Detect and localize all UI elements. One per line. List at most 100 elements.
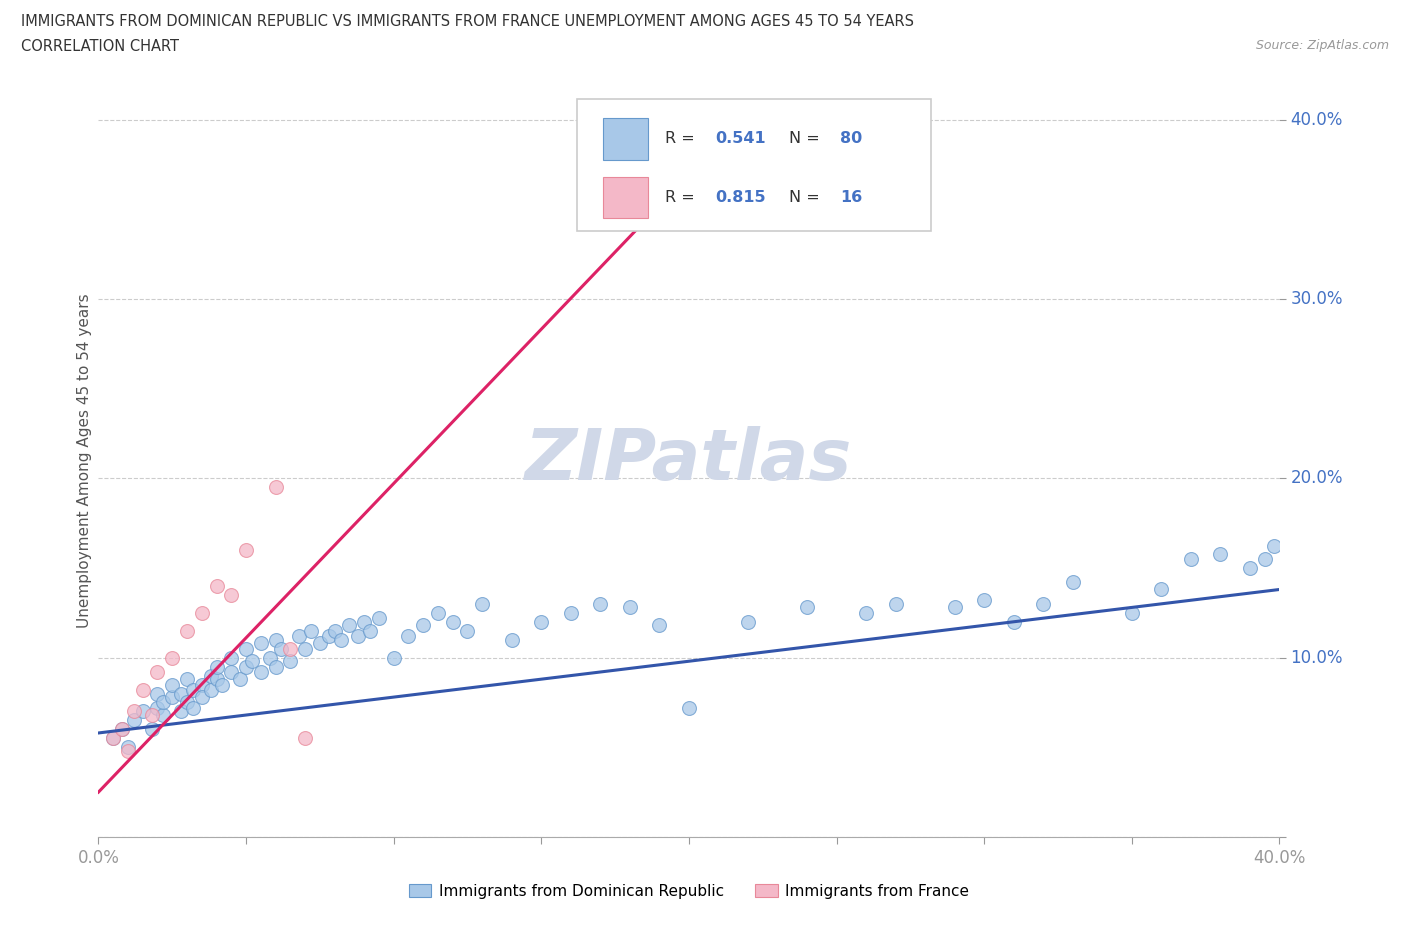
Point: [471, 596, 494, 611]
Point: [205, 578, 228, 593]
Point: [162, 690, 183, 705]
Point: [1002, 615, 1025, 630]
Point: [170, 686, 193, 701]
Point: [329, 632, 352, 647]
Point: [146, 665, 169, 680]
Point: [1150, 582, 1173, 597]
Text: N =: N =: [789, 190, 825, 205]
Point: [339, 618, 361, 632]
Point: [176, 623, 198, 638]
Point: [441, 615, 464, 630]
Point: [146, 700, 169, 715]
Point: [122, 704, 145, 719]
Point: [111, 722, 134, 737]
Point: [1254, 551, 1277, 566]
Point: [318, 629, 340, 644]
Point: [235, 642, 257, 657]
Text: N =: N =: [789, 131, 825, 147]
Text: ZIPatlas: ZIPatlas: [526, 426, 852, 495]
Point: [176, 671, 198, 686]
Point: [191, 690, 214, 705]
Point: [353, 615, 375, 630]
Point: [530, 615, 553, 630]
Point: [347, 629, 370, 644]
Point: [280, 654, 302, 669]
Point: [200, 683, 222, 698]
Text: 30.0%: 30.0%: [1291, 290, 1343, 308]
Point: [323, 623, 346, 638]
Point: [146, 686, 169, 701]
Point: [1239, 561, 1261, 576]
Point: [162, 650, 183, 665]
Point: [457, 623, 479, 638]
Bar: [603, 118, 648, 160]
Point: [1263, 539, 1285, 554]
Text: 20.0%: 20.0%: [1291, 470, 1343, 487]
Point: [737, 615, 759, 630]
Point: [294, 642, 316, 657]
Point: [382, 650, 405, 665]
Point: [412, 618, 434, 632]
Point: [240, 654, 263, 669]
Point: [1180, 551, 1202, 566]
FancyBboxPatch shape: [576, 99, 931, 231]
Point: [398, 629, 420, 644]
Point: [299, 623, 322, 638]
Point: [1209, 546, 1232, 561]
Point: [427, 605, 450, 620]
Point: [235, 659, 257, 674]
Point: [170, 704, 193, 719]
Point: [205, 659, 228, 674]
Text: IMMIGRANTS FROM DOMINICAN REPUBLIC VS IMMIGRANTS FROM FRANCE UNEMPLOYMENT AMONG : IMMIGRANTS FROM DOMINICAN REPUBLIC VS IM…: [21, 14, 914, 29]
Point: [1121, 605, 1143, 620]
Point: [211, 677, 233, 692]
Point: [191, 677, 214, 692]
Text: R =: R =: [665, 190, 700, 205]
Point: [152, 695, 174, 710]
Point: [678, 700, 700, 715]
Point: [132, 683, 155, 698]
Point: [294, 731, 316, 746]
Point: [309, 636, 332, 651]
Point: [181, 683, 204, 698]
Bar: [603, 177, 648, 219]
Point: [259, 650, 281, 665]
Point: [111, 722, 134, 737]
Point: [221, 588, 243, 603]
Point: [250, 665, 273, 680]
Point: [141, 708, 163, 723]
Point: [122, 713, 145, 728]
Point: [943, 600, 966, 615]
Point: [973, 592, 995, 607]
Legend: Immigrants from Dominican Republic, Immigrants from France: Immigrants from Dominican Republic, Immi…: [402, 877, 976, 905]
Text: 0.541: 0.541: [714, 131, 765, 147]
Point: [270, 642, 292, 657]
Point: [288, 629, 311, 644]
Point: [141, 722, 163, 737]
Point: [221, 665, 243, 680]
Point: [250, 636, 273, 651]
Point: [501, 632, 523, 647]
Point: [235, 542, 257, 557]
Y-axis label: Unemployment Among Ages 45 to 54 years: Unemployment Among Ages 45 to 54 years: [77, 293, 91, 628]
Point: [191, 605, 214, 620]
Point: [200, 668, 222, 683]
Point: [152, 708, 174, 723]
Point: [103, 731, 125, 746]
Point: [1062, 575, 1084, 590]
Text: 80: 80: [841, 131, 862, 147]
Text: Source: ZipAtlas.com: Source: ZipAtlas.com: [1256, 39, 1389, 52]
Point: [264, 480, 287, 495]
Point: [264, 632, 287, 647]
Point: [359, 623, 381, 638]
Point: [181, 700, 204, 715]
Point: [280, 642, 302, 657]
Point: [796, 600, 818, 615]
Point: [560, 605, 582, 620]
Point: [229, 671, 252, 686]
Point: [162, 677, 183, 692]
Point: [103, 731, 125, 746]
Point: [221, 650, 243, 665]
Point: [117, 743, 139, 758]
Point: [884, 596, 907, 611]
